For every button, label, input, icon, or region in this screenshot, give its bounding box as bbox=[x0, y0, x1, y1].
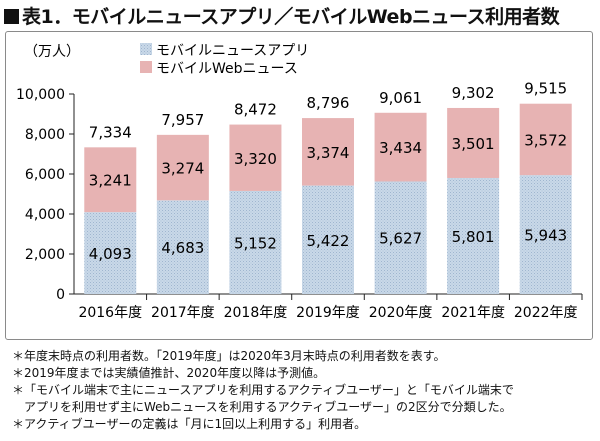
data-label-web: 3,374 bbox=[307, 144, 350, 162]
y-tick-label: 8,000 bbox=[25, 127, 65, 143]
bar-segment-app bbox=[84, 212, 137, 294]
data-label-app: 5,801 bbox=[452, 228, 495, 246]
bar-segment-app bbox=[229, 190, 282, 294]
footnote: ＊アクティブユーザーの定義は「月に1回以上利用する」利用者。 bbox=[12, 417, 367, 431]
y-tick-label: 2,000 bbox=[25, 247, 65, 263]
y-tick-label: 4,000 bbox=[25, 207, 65, 223]
data-label-total: 9,515 bbox=[524, 80, 567, 98]
y-tick-label: 10,000 bbox=[16, 87, 65, 103]
x-tick-label: 2020年度 bbox=[369, 305, 433, 321]
legend-label-app: モバイルニュースアプリ bbox=[156, 43, 309, 59]
bar-segment-app bbox=[374, 181, 427, 294]
data-label-total: 9,061 bbox=[379, 89, 422, 107]
data-label-app: 5,152 bbox=[234, 234, 277, 252]
bar-segment-web bbox=[447, 107, 500, 178]
footnote: ＊「モバイル端末で主にニュースアプリを利用するアクティブユーザー」と「モバイル端… bbox=[12, 383, 514, 397]
bar-segment-web bbox=[302, 118, 354, 186]
chart-panel bbox=[5, 31, 593, 340]
data-label-web: 3,320 bbox=[234, 150, 277, 168]
x-tick-label: 2021年度 bbox=[441, 305, 505, 321]
x-tick-label: 2018年度 bbox=[224, 305, 288, 321]
bar-segment-app bbox=[447, 177, 500, 294]
bar-segment-app bbox=[156, 200, 209, 294]
data-label-app: 5,627 bbox=[379, 230, 422, 248]
data-label-app: 5,943 bbox=[524, 227, 567, 245]
data-label-total: 8,796 bbox=[307, 94, 350, 112]
bar-segment-app bbox=[519, 175, 572, 294]
bar-segment-app bbox=[302, 185, 354, 294]
y-tick-label: 6,000 bbox=[25, 167, 65, 183]
data-label-total: 7,334 bbox=[89, 123, 132, 141]
legend-swatch-app bbox=[140, 43, 152, 55]
title-square-icon bbox=[4, 9, 19, 24]
footnote: ＊年度末時点の利用者数。「2019年度」は2020年3月末時点の利用者数を表す。 bbox=[12, 349, 446, 363]
bar-segment-web bbox=[374, 112, 427, 182]
chart-title: 表1．モバイルニュースアプリ／モバイルWebニュース利用者数 bbox=[4, 2, 596, 28]
chart-title-text: 表1．モバイルニュースアプリ／モバイルWebニュース利用者数 bbox=[22, 6, 560, 28]
footnotes: ＊年度末時点の利用者数。「2019年度」は2020年3月末時点の利用者数を表す。… bbox=[12, 348, 598, 433]
x-tick-label: 2019年度 bbox=[296, 305, 360, 321]
y-unit-label: （万人） bbox=[24, 44, 80, 60]
legend-label-web: モバイルWebニュース bbox=[156, 61, 298, 77]
y-tick-label: 0 bbox=[56, 287, 65, 303]
x-tick-label: 2022年度 bbox=[514, 305, 578, 321]
bar-segment-web bbox=[84, 147, 137, 213]
bar-segment-web bbox=[229, 124, 282, 191]
footnote: ＊2019年度までは実績値推計、2020年度以降は予測値。 bbox=[12, 366, 326, 380]
bar-segment-web bbox=[156, 134, 209, 201]
legend-swatch-web bbox=[140, 61, 152, 73]
data-label-app: 4,093 bbox=[89, 245, 132, 263]
data-label-web: 3,274 bbox=[161, 160, 204, 178]
bar-segment-web bbox=[519, 103, 572, 176]
data-label-total: 9,302 bbox=[452, 84, 495, 102]
x-tick-label: 2017年度 bbox=[151, 305, 215, 321]
data-label-app: 4,683 bbox=[161, 239, 204, 257]
data-label-web: 3,572 bbox=[524, 131, 567, 149]
footnote: アプリを利用せず主にWebニュースを利用するアクティブユーザー」の2区分で分類し… bbox=[12, 400, 512, 414]
data-label-total: 8,472 bbox=[234, 101, 277, 119]
stacked-bar-chart: 0 2,000 4,000 6,000 8,000 10,000 （万人） 4,093 3,2… bbox=[16, 43, 583, 321]
data-label-web: 3,241 bbox=[89, 172, 132, 190]
data-label-web: 3,434 bbox=[379, 139, 422, 157]
data-label-web: 3,501 bbox=[452, 135, 495, 153]
data-label-app: 5,422 bbox=[307, 232, 350, 250]
x-tick-label: 2016年度 bbox=[78, 305, 142, 321]
data-label-total: 7,957 bbox=[161, 111, 204, 129]
